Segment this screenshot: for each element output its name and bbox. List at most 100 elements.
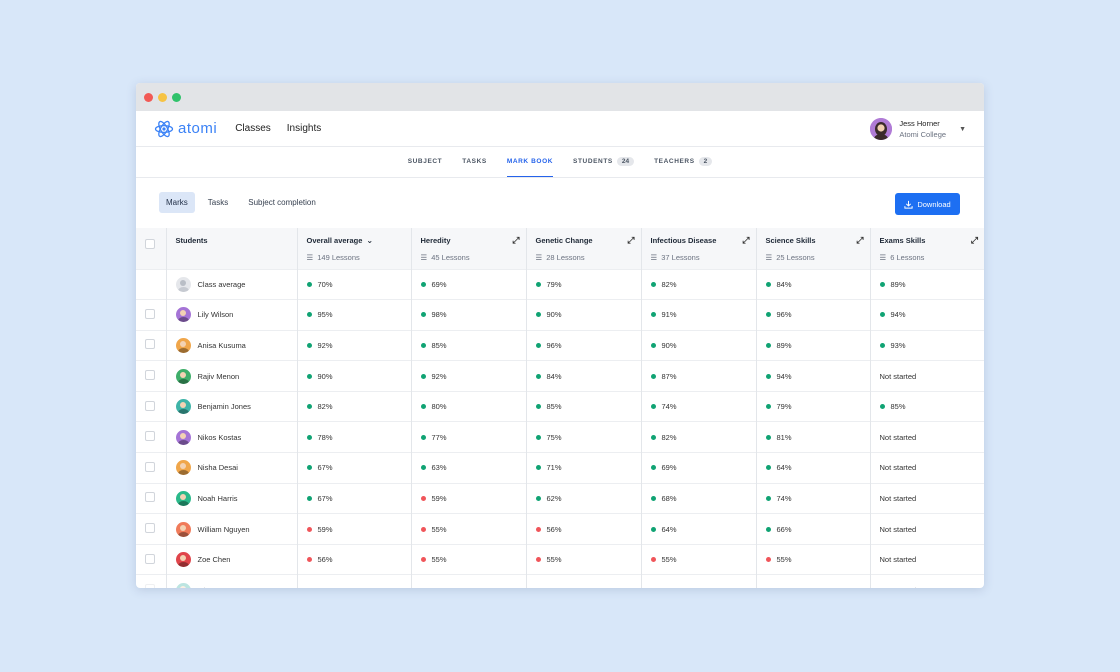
column-header-infectious-disease[interactable]: Infectious Disease ☰ 37 Lessons ⤢ bbox=[641, 228, 757, 269]
nav-insights[interactable]: Insights bbox=[286, 123, 322, 134]
mark-cell[interactable]: 69% bbox=[411, 268, 527, 300]
mark-cell[interactable]: Not started bbox=[870, 513, 984, 545]
mark-cell[interactable]: 74% bbox=[641, 390, 757, 422]
student-cell[interactable]: Mia Lee bbox=[166, 574, 298, 588]
mark-cell[interactable]: 80% bbox=[411, 390, 527, 422]
student-cell[interactable]: Nikos Kostas bbox=[166, 421, 298, 453]
mark-cell[interactable]: 85% bbox=[411, 329, 527, 361]
column-header-heredity[interactable]: Heredity ☰ 45 Lessons ⤢ bbox=[411, 228, 527, 269]
student-cell[interactable]: Benjamin Jones bbox=[166, 390, 298, 422]
mark-cell[interactable]: 63% bbox=[411, 452, 527, 484]
row-checkbox[interactable] bbox=[145, 523, 155, 534]
mark-cell[interactable]: Not started bbox=[870, 543, 984, 575]
row-checkbox[interactable] bbox=[145, 400, 155, 411]
column-header-exams-skills[interactable]: Exams Skills ☰ 6 Lessons ⤢ bbox=[870, 228, 984, 269]
mark-cell[interactable]: Not started bbox=[870, 574, 984, 588]
marks-view-button[interactable]: Marks bbox=[159, 192, 195, 213]
user-menu[interactable]: Jess Horner Atomi College ▼ bbox=[870, 118, 966, 140]
mark-cell[interactable]: 78% bbox=[297, 421, 412, 453]
mark-cell[interactable]: 55% bbox=[411, 513, 527, 545]
mark-cell[interactable]: 51% bbox=[526, 574, 642, 588]
mark-cell[interactable]: 90% bbox=[526, 299, 642, 331]
mark-cell[interactable]: Not started bbox=[870, 482, 984, 514]
tasks-view-button[interactable]: Tasks bbox=[207, 198, 229, 207]
tab-tasks[interactable]: TASKS bbox=[462, 147, 487, 177]
mark-cell[interactable]: 89% bbox=[870, 268, 984, 300]
mark-cell[interactable]: 85% bbox=[870, 390, 984, 422]
tab-subject[interactable]: SUBJECT bbox=[408, 147, 443, 177]
row-checkbox[interactable] bbox=[145, 370, 155, 381]
mark-cell[interactable]: 91% bbox=[641, 299, 757, 331]
mark-cell[interactable]: 54% bbox=[411, 574, 527, 588]
mark-cell[interactable]: 90% bbox=[641, 329, 757, 361]
table-row[interactable]: Nisha Desai 67% 63% 71% 69% 64% Not started bbox=[136, 452, 984, 484]
chevron-down-icon[interactable]: ▼ bbox=[959, 125, 966, 133]
mark-cell[interactable]: 57% bbox=[641, 574, 757, 588]
close-window-button[interactable] bbox=[144, 92, 153, 102]
student-cell[interactable]: Nisha Desai bbox=[166, 452, 298, 484]
tab-teachers[interactable]: TEACHERS 2 bbox=[654, 147, 713, 177]
mark-cell[interactable]: 82% bbox=[641, 268, 757, 300]
mark-cell[interactable]: 94% bbox=[756, 360, 871, 392]
mark-cell[interactable]: 98% bbox=[411, 299, 527, 331]
mark-cell[interactable]: 59% bbox=[297, 513, 412, 545]
mark-cell[interactable]: 93% bbox=[870, 329, 984, 361]
mark-cell[interactable]: 70% bbox=[297, 268, 412, 300]
row-checkbox[interactable] bbox=[145, 339, 155, 350]
subject-completion-view-button[interactable]: Subject completion bbox=[248, 198, 316, 207]
mark-cell[interactable]: 96% bbox=[756, 299, 871, 331]
tab-mark-book[interactable]: MARK BOOK bbox=[506, 147, 554, 177]
mark-cell[interactable]: 77% bbox=[411, 421, 527, 453]
mark-cell[interactable]: 55% bbox=[411, 543, 527, 575]
student-cell[interactable]: Lily Wilson bbox=[166, 299, 298, 331]
mark-cell[interactable]: 81% bbox=[756, 421, 871, 453]
column-header-science-skills[interactable]: Science Skills ☰ 25 Lessons ⤢ bbox=[756, 228, 871, 269]
mark-cell[interactable]: 96% bbox=[526, 329, 642, 361]
table-row[interactable]: Zoe Chen 56% 55% 55% 55% 55% Not started bbox=[136, 543, 984, 575]
student-cell[interactable]: Class average bbox=[166, 268, 298, 300]
nav-classes[interactable]: Classes bbox=[235, 123, 271, 134]
mark-cell[interactable]: 64% bbox=[641, 513, 757, 545]
mark-cell[interactable]: 90% bbox=[297, 360, 412, 392]
table-row[interactable]: Class average 70% 69% 79% 82% 84% 89% bbox=[136, 268, 984, 300]
student-cell[interactable]: Anisa Kusuma bbox=[166, 329, 298, 361]
mark-cell[interactable]: 69% bbox=[641, 452, 757, 484]
mark-cell[interactable]: 64% bbox=[756, 452, 871, 484]
row-checkbox[interactable] bbox=[145, 461, 155, 472]
row-checkbox[interactable] bbox=[145, 308, 155, 319]
mark-cell[interactable]: 89% bbox=[756, 329, 871, 361]
student-cell[interactable]: Noah Harris bbox=[166, 482, 298, 514]
mark-cell[interactable]: 62% bbox=[756, 574, 871, 588]
mark-cell[interactable]: 55% bbox=[641, 543, 757, 575]
select-all-checkbox[interactable] bbox=[145, 239, 155, 249]
table-row[interactable]: Benjamin Jones 82% 80% 85% 74% 79% 85% bbox=[136, 390, 984, 422]
mark-cell[interactable]: 59% bbox=[411, 482, 527, 514]
mark-cell[interactable]: 56% bbox=[526, 513, 642, 545]
table-row[interactable]: Noah Harris 67% 59% 62% 68% 74% Not started bbox=[136, 482, 984, 514]
expand-icon[interactable]: ⤢ bbox=[970, 235, 978, 245]
table-row[interactable]: Rajiv Menon 90% 92% 84% 87% 94% Not started bbox=[136, 360, 984, 392]
mark-cell[interactable]: Not started bbox=[870, 421, 984, 453]
student-cell[interactable]: Zoe Chen bbox=[166, 543, 298, 575]
column-header-overall[interactable]: Overall average ⌄ ☰ 149 Lessons bbox=[297, 228, 412, 269]
row-checkbox[interactable] bbox=[145, 492, 155, 503]
expand-icon[interactable]: ⤢ bbox=[742, 235, 750, 245]
mark-cell[interactable]: 82% bbox=[297, 390, 412, 422]
mark-cell[interactable]: 68% bbox=[641, 482, 757, 514]
row-checkbox[interactable] bbox=[145, 431, 155, 442]
mark-cell[interactable]: 75% bbox=[526, 421, 642, 453]
table-row[interactable]: Anisa Kusuma 92% 85% 96% 90% 89% 93% bbox=[136, 329, 984, 361]
mark-cell[interactable]: 66% bbox=[756, 513, 871, 545]
mark-cell[interactable]: 55% bbox=[756, 543, 871, 575]
mark-cell[interactable]: 67% bbox=[297, 482, 412, 514]
mark-cell[interactable]: 85% bbox=[526, 390, 642, 422]
table-row[interactable]: Lily Wilson 95% 98% 90% 91% 96% 94% bbox=[136, 299, 984, 331]
table-row[interactable]: Mia Lee 55% 54% 51% 57% 62% Not started bbox=[136, 574, 984, 588]
mark-cell[interactable]: 82% bbox=[641, 421, 757, 453]
mark-cell[interactable]: 79% bbox=[756, 390, 871, 422]
student-cell[interactable]: Rajiv Menon bbox=[166, 360, 298, 392]
mark-cell[interactable]: 56% bbox=[297, 543, 412, 575]
mark-cell[interactable]: 84% bbox=[756, 268, 871, 300]
mark-cell[interactable]: 92% bbox=[297, 329, 412, 361]
mark-cell[interactable]: 87% bbox=[641, 360, 757, 392]
